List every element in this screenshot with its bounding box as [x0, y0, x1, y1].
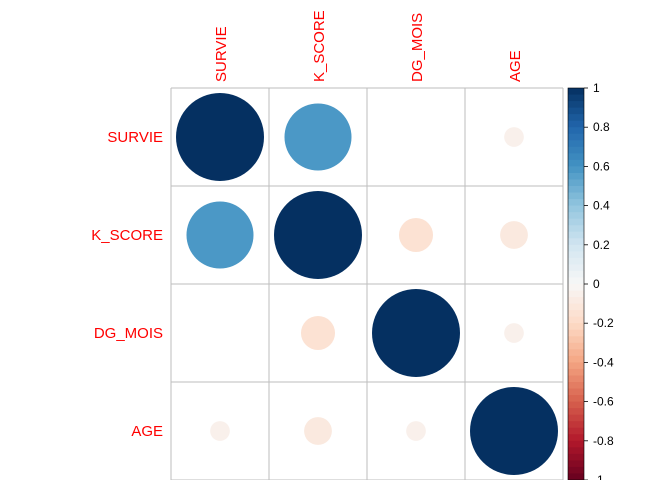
- colorbar-segment: [568, 388, 584, 396]
- colorbar-segment: [568, 336, 584, 344]
- correlation-circle-survie-age: [504, 127, 524, 147]
- correlation-circle-survie-survie: [176, 93, 264, 181]
- colorbar-segment: [568, 153, 584, 161]
- colorbar-segment: [568, 205, 584, 213]
- colorbar-segment: [568, 88, 584, 96]
- colorbar-segment: [568, 362, 584, 370]
- colorbar-segment: [568, 199, 584, 207]
- correlation-circle-k_score-k_score: [274, 191, 362, 279]
- colorbar-segment: [568, 166, 584, 174]
- colorbar-segment: [568, 257, 584, 265]
- colorbar-tick-label: -0.4: [593, 355, 614, 369]
- correlation-circle-dg_mois-dg_mois: [372, 289, 460, 377]
- colorbar-tick-label: 0.8: [593, 120, 610, 134]
- colorbar-tick-label: -0.8: [593, 434, 614, 448]
- colorbar-segment: [568, 238, 584, 246]
- correlation-circle-k_score-dg_mois: [398, 217, 434, 253]
- row-label-dg_mois: DG_MOIS: [94, 325, 163, 342]
- colorbar-segment: [568, 120, 584, 128]
- column-label-dg_mois: DG_MOIS: [409, 13, 426, 82]
- colorbar-segment: [568, 146, 584, 154]
- colorbar-tick-label: 0.2: [593, 238, 610, 252]
- colorbar-segment: [568, 401, 584, 409]
- colorbar-segment: [568, 440, 584, 448]
- column-label-survie: SURVIE: [213, 26, 230, 82]
- colorbar-segment: [568, 303, 584, 311]
- correlation-circle-dg_mois-k_score: [300, 315, 336, 351]
- colorbar-segment: [568, 473, 584, 481]
- colorbar-segment: [568, 159, 584, 167]
- colorbar-segment: [568, 414, 584, 422]
- colorbar-segment: [568, 368, 584, 377]
- colorbar-segment: [568, 186, 584, 194]
- colorbar-segment: [568, 310, 584, 318]
- colorbar-tick-label: 1: [593, 81, 600, 95]
- colorbar-segment: [568, 127, 584, 135]
- colorbar-segment: [568, 297, 584, 305]
- colorbar-segment: [568, 114, 584, 122]
- correlation-circle-age-survie: [210, 421, 230, 441]
- colorbar-segment: [568, 375, 584, 383]
- row-label-k_score: K_SCORE: [91, 227, 163, 244]
- colorbar-segment: [568, 133, 584, 141]
- colorbar-segment: [568, 290, 584, 298]
- column-label-age: AGE: [507, 50, 524, 82]
- colorbar-segment: [568, 355, 584, 363]
- colorbar-segment: [568, 284, 584, 292]
- correlation-circle-dg_mois-age: [504, 323, 524, 343]
- correlation-circle-age-dg_mois: [406, 421, 426, 441]
- colorbar-segment: [568, 447, 584, 455]
- colorbar-segment: [568, 349, 584, 357]
- colorbar-segment: [568, 192, 584, 200]
- colorbar-segment: [568, 382, 584, 390]
- colorbar-segment: [568, 342, 584, 350]
- colorbar-segment: [568, 427, 584, 435]
- colorbar-tick-label: 0.6: [593, 159, 610, 173]
- colorbar-segment: [568, 172, 584, 181]
- colorbar-tick-label: -0.6: [593, 395, 614, 409]
- colorbar-segment: [568, 466, 584, 475]
- correlation-circle-age-k_score: [304, 417, 332, 445]
- colorbar-segment: [568, 225, 584, 233]
- colorbar-segment: [568, 101, 584, 109]
- colorbar-segment: [568, 264, 584, 272]
- colorbar-segment: [568, 94, 584, 102]
- colorbar-segment: [568, 270, 584, 279]
- row-label-survie: SURVIE: [107, 129, 163, 146]
- colorbar-segment: [568, 408, 584, 416]
- colorbar-tick-label: 0.4: [593, 199, 610, 213]
- colorbar-segment: [568, 395, 584, 403]
- colorbar-segment: [568, 244, 584, 252]
- column-label-k_score: K_SCORE: [311, 10, 328, 82]
- correlation-circle-k_score-age: [500, 221, 528, 249]
- colorbar-segment: [568, 231, 584, 239]
- colorbar-segment: [568, 434, 584, 442]
- correlation-circle-survie-k_score: [284, 103, 352, 171]
- correlation-circle-k_score-survie: [186, 201, 254, 269]
- colorbar-segment: [568, 107, 584, 115]
- colorbar-tick-label: 0: [593, 277, 600, 291]
- colorbar-segment: [568, 453, 584, 461]
- colorbar-segment: [568, 179, 584, 187]
- colorbar-segment: [568, 323, 584, 331]
- colorbar-segment: [568, 251, 584, 259]
- colorbar-segment: [568, 140, 584, 148]
- colorbar-segment: [568, 316, 584, 324]
- colorbar-segment: [568, 212, 584, 220]
- colorbar-segment: [568, 218, 584, 226]
- colorbar-segment: [568, 329, 584, 337]
- colorbar-segment: [568, 277, 584, 285]
- colorbar-segment: [568, 421, 584, 429]
- colorbar-tick-label: -0.2: [593, 316, 614, 330]
- correlation-circle-age-age: [470, 387, 558, 475]
- colorbar-segment: [568, 460, 584, 468]
- row-label-age: AGE: [131, 423, 163, 440]
- colorbar-tick-label: -1: [593, 473, 604, 480]
